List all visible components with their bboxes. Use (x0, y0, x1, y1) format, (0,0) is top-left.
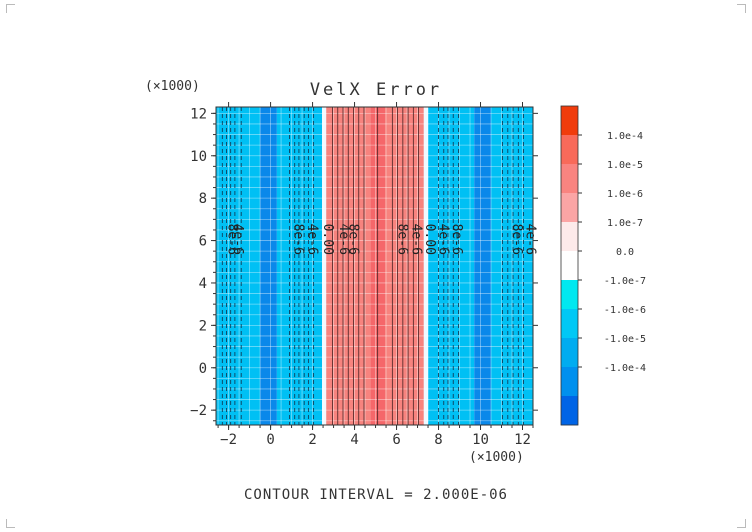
x-axis-multiplier: (×1000) (469, 450, 524, 465)
colorbar-swatch (561, 338, 578, 368)
y-tick-label: 12 (190, 106, 207, 122)
contour-label: 0.00 (422, 224, 437, 255)
x-tick-label: 12 (514, 432, 531, 448)
colorbar-label: 1.0e-4 (607, 131, 643, 142)
corner-mark-bottom-left (6, 519, 15, 528)
colorbar-swatch (561, 367, 578, 397)
x-tick-label: 10 (472, 432, 489, 448)
y-axis-multiplier: (×1000) (145, 79, 200, 94)
plot-frame (215, 106, 534, 426)
y-tick-label: 8 (199, 191, 207, 207)
colorbar-label: -1.0e-7 (604, 276, 646, 287)
colorbar-label: 1.0e-6 (607, 189, 643, 200)
contour-label: 8e-6 (449, 224, 464, 255)
contour-label: 0.00 (320, 224, 335, 255)
x-tick-label: 8 (434, 432, 442, 448)
color-band (384, 107, 424, 425)
colorbar-label: 1.0e-7 (607, 218, 643, 229)
colorbar-swatch (561, 222, 578, 252)
colorbar-label: -1.0e-6 (604, 305, 646, 316)
x-tick-label: 6 (392, 432, 400, 448)
contour-label: 4e-6 (230, 224, 245, 255)
colorbar-swatch (561, 193, 578, 223)
contour-label: 8e-6 (345, 224, 360, 255)
colorbar: 1.0e-4 1.0e-5 1.0e-6 1.0e-7 0.0 -1.0e-7 -1.0e-… (560, 105, 646, 426)
y-tick-label: 4 (199, 276, 207, 292)
color-band (474, 107, 492, 425)
contour-label: 8e-6 (395, 224, 410, 255)
colorbar-label: -1.0e-5 (604, 334, 646, 345)
chart-title: VelX Error (310, 80, 442, 100)
x-tick-label: 4 (350, 432, 358, 448)
contour-label: 4e-6 (408, 224, 423, 255)
colorbar-swatch (561, 135, 578, 165)
color-band (491, 107, 533, 425)
corner-mark-bottom-right (737, 519, 746, 528)
y-tick-label: 2 (199, 318, 207, 334)
y-tick-label: 10 (190, 149, 207, 165)
contour-label: 4e-6 (523, 224, 538, 255)
contour-label: 8e-6 (509, 224, 524, 255)
color-band (423, 107, 429, 425)
colorbar-swatch (561, 396, 578, 426)
color-band (322, 107, 327, 425)
colorbar-swatch (561, 106, 578, 136)
corner-mark-top-left (6, 4, 15, 13)
colorbar-swatch (561, 164, 578, 194)
y-tick-label: 0 (199, 361, 207, 377)
colorbar-swatch (561, 280, 578, 310)
plot-area: 8e-64e-6 8e-64e-6 0.00 4e-68e-6 8e-64e-60.00… (190, 102, 538, 448)
color-band (260, 107, 277, 425)
x-tick-label: −2 (220, 432, 237, 448)
contour-label: 4e-6 (336, 224, 351, 255)
colorbar-swatch (561, 309, 578, 339)
x-tick-label: 2 (308, 432, 316, 448)
colorbar-label: 0.0 (616, 247, 634, 258)
y-tick-label: −2 (190, 403, 207, 419)
corner-mark-top-right (737, 4, 746, 13)
contour-label: 4e-6 (436, 224, 451, 255)
contour-label: 8e-6 (225, 224, 240, 255)
y-tick-label: 6 (199, 234, 207, 250)
color-band (428, 107, 475, 425)
color-band (216, 107, 261, 425)
contour-label: 4e-6 (304, 224, 319, 255)
colorbar-swatch (561, 251, 578, 281)
color-band (276, 107, 323, 425)
colorbar-label: 1.0e-5 (607, 160, 643, 171)
x-tick-label: 0 (266, 432, 274, 448)
colorbar-frame (560, 105, 579, 426)
contour-interval-footer: CONTOUR INTERVAL = 2.000E-06 (244, 487, 508, 503)
colorbar-label: -1.0e-4 (604, 363, 646, 374)
contour-label: 8e-6 (291, 224, 306, 255)
